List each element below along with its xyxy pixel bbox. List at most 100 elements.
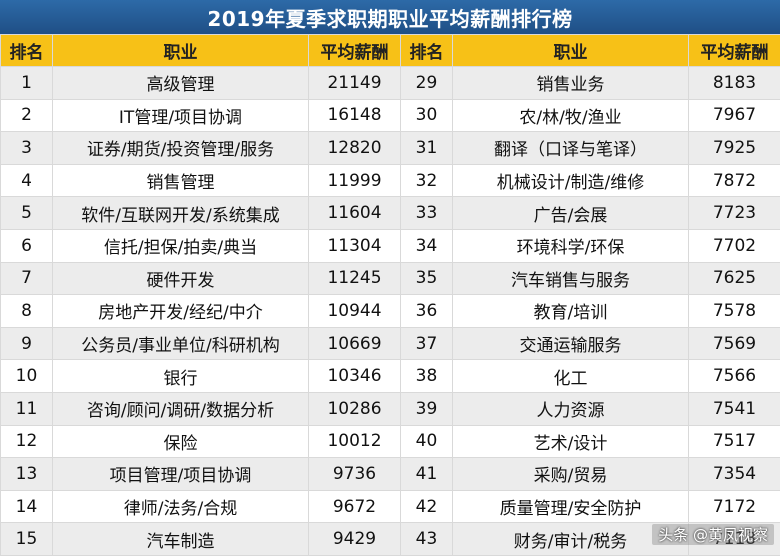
- salary-right-cell: 7118: [688, 522, 780, 556]
- salary-right-cell: 7625: [688, 261, 780, 296]
- salary-left-cell: 10012: [308, 424, 401, 459]
- rank-left-cell: 6: [0, 228, 53, 263]
- occupation-left-cell: 硬件开发: [52, 261, 309, 296]
- salary-right-cell: 7569: [688, 326, 780, 361]
- salary-ranking-table: 排名 职业 平均薪酬 排名 职业 平均薪酬 1 高级管理 21149 29 销售业务 81…: [0, 34, 780, 556]
- occupation-right-cell: 翻译（口译与笔译）: [452, 131, 689, 165]
- table-row: 7 硬件开发 11245 35 汽车销售与服务 7625: [0, 261, 780, 296]
- rank-left-cell: 9: [0, 326, 53, 361]
- occupation-right-cell: 财务/审计/税务: [452, 522, 689, 556]
- salary-left-cell: 9429: [308, 522, 401, 556]
- rank-left-cell: 4: [0, 163, 53, 198]
- rank-right-cell: 33: [400, 196, 453, 230]
- salary-left-cell: 10286: [308, 391, 401, 426]
- occupation-left-cell: 房地产开发/经纪/中介: [52, 294, 309, 328]
- salary-left-cell: 10346: [308, 359, 401, 393]
- rank-right-cell: 31: [400, 131, 453, 165]
- occupation-right-cell: 教育/培训: [452, 294, 689, 328]
- salary-right-cell: 7702: [688, 228, 780, 263]
- header-occupation-left: 职业: [52, 34, 309, 67]
- table-row: 4 销售管理 11999 32 机械设计/制造/维修 7872: [0, 163, 780, 198]
- occupation-left-cell: 律师/法务/合规: [52, 489, 309, 524]
- header-row: 排名 职业 平均薪酬 排名 职业 平均薪酬: [0, 34, 780, 67]
- table-row: 8 房地产开发/经纪/中介 10944 36 教育/培训 7578: [0, 294, 780, 328]
- salary-left-cell: 10669: [308, 326, 401, 361]
- occupation-left-cell: 项目管理/项目协调: [52, 457, 309, 491]
- salary-right-cell: 7967: [688, 98, 780, 133]
- occupation-left-cell: 信托/担保/拍卖/典当: [52, 228, 309, 263]
- header-salary-right: 平均薪酬: [688, 34, 780, 67]
- watermark: 头条 @黄凤视察: [652, 524, 774, 545]
- header-salary-left: 平均薪酬: [308, 34, 401, 67]
- occupation-left-cell: 咨询/顾问/调研/数据分析: [52, 391, 309, 426]
- occupation-left-cell: 保险: [52, 424, 309, 459]
- rank-left-cell: 2: [0, 98, 53, 133]
- salary-right-cell: 7354: [688, 457, 780, 491]
- occupation-right-cell: 化工: [452, 359, 689, 393]
- occupation-right-cell: 采购/贸易: [452, 457, 689, 491]
- occupation-right-cell: 汽车销售与服务: [452, 261, 689, 296]
- rank-left-cell: 15: [0, 522, 53, 556]
- occupation-left-cell: 汽车制造: [52, 522, 309, 556]
- rank-right-cell: 42: [400, 489, 453, 524]
- rank-left-cell: 14: [0, 489, 53, 524]
- rank-left-cell: 13: [0, 457, 53, 491]
- rank-left-cell: 12: [0, 424, 53, 459]
- occupation-right-cell: 交通运输服务: [452, 326, 689, 361]
- rank-right-cell: 43: [400, 522, 453, 556]
- salary-left-cell: 11304: [308, 228, 401, 263]
- occupation-left-cell: 高级管理: [52, 66, 309, 100]
- table-row: 11 咨询/顾问/调研/数据分析 10286 39 人力资源 7541: [0, 391, 780, 426]
- table-row: 13 项目管理/项目协调 9736 41 采购/贸易 7354: [0, 457, 780, 491]
- occupation-right-cell: 销售业务: [452, 66, 689, 100]
- rank-right-cell: 39: [400, 391, 453, 426]
- occupation-left-cell: 公务员/事业单位/科研机构: [52, 326, 309, 361]
- rank-right-cell: 29: [400, 66, 453, 100]
- occupation-left-cell: IT管理/项目协调: [52, 98, 309, 133]
- occupation-right-cell: 广告/会展: [452, 196, 689, 230]
- rank-left-cell: 7: [0, 261, 53, 296]
- rank-left-cell: 5: [0, 196, 53, 230]
- rank-right-cell: 41: [400, 457, 453, 491]
- salary-right-cell: 7566: [688, 359, 780, 393]
- table-row: 12 保险 10012 40 艺术/设计 7517: [0, 424, 780, 459]
- salary-left-cell: 12820: [308, 131, 401, 165]
- salary-left-cell: 11245: [308, 261, 401, 296]
- occupation-left-cell: 证券/期货/投资管理/服务: [52, 131, 309, 165]
- occupation-left-cell: 软件/互联网开发/系统集成: [52, 196, 309, 230]
- occupation-right-cell: 环境科学/环保: [452, 228, 689, 263]
- salary-right-cell: 7872: [688, 163, 780, 198]
- rank-right-cell: 34: [400, 228, 453, 263]
- rank-right-cell: 35: [400, 261, 453, 296]
- table-title: 2019年夏季求职期职业平均薪酬排行榜: [0, 0, 780, 34]
- rank-right-cell: 40: [400, 424, 453, 459]
- salary-right-cell: 7578: [688, 294, 780, 328]
- rank-left-cell: 1: [0, 66, 53, 100]
- rank-right-cell: 30: [400, 98, 453, 133]
- table-row: 2 IT管理/项目协调 16148 30 农/林/牧/渔业 7967: [0, 98, 780, 133]
- table-row: 15 汽车制造 9429 43 财务/审计/税务 7118: [0, 522, 780, 556]
- occupation-right-cell: 艺术/设计: [452, 424, 689, 459]
- salary-left-cell: 21149: [308, 66, 401, 100]
- salary-right-cell: 7541: [688, 391, 780, 426]
- rank-right-cell: 37: [400, 326, 453, 361]
- salary-left-cell: 16148: [308, 98, 401, 133]
- salary-left-cell: 9672: [308, 489, 401, 524]
- salary-right-cell: 7172: [688, 489, 780, 524]
- table-row: 1 高级管理 21149 29 销售业务 8183: [0, 66, 780, 100]
- occupation-left-cell: 银行: [52, 359, 309, 393]
- salary-right-cell: 7517: [688, 424, 780, 459]
- occupation-left-cell: 销售管理: [52, 163, 309, 198]
- rank-right-cell: 32: [400, 163, 453, 198]
- rank-left-cell: 3: [0, 131, 53, 165]
- rank-right-cell: 38: [400, 359, 453, 393]
- table-row: 5 软件/互联网开发/系统集成 11604 33 广告/会展 7723: [0, 196, 780, 230]
- rank-left-cell: 11: [0, 391, 53, 426]
- salary-left-cell: 11604: [308, 196, 401, 230]
- occupation-right-cell: 质量管理/安全防护: [452, 489, 689, 524]
- table-row: 6 信托/担保/拍卖/典当 11304 34 环境科学/环保 7702: [0, 228, 780, 263]
- rank-left-cell: 10: [0, 359, 53, 393]
- occupation-right-cell: 机械设计/制造/维修: [452, 163, 689, 198]
- salary-right-cell: 7925: [688, 131, 780, 165]
- salary-right-cell: 7723: [688, 196, 780, 230]
